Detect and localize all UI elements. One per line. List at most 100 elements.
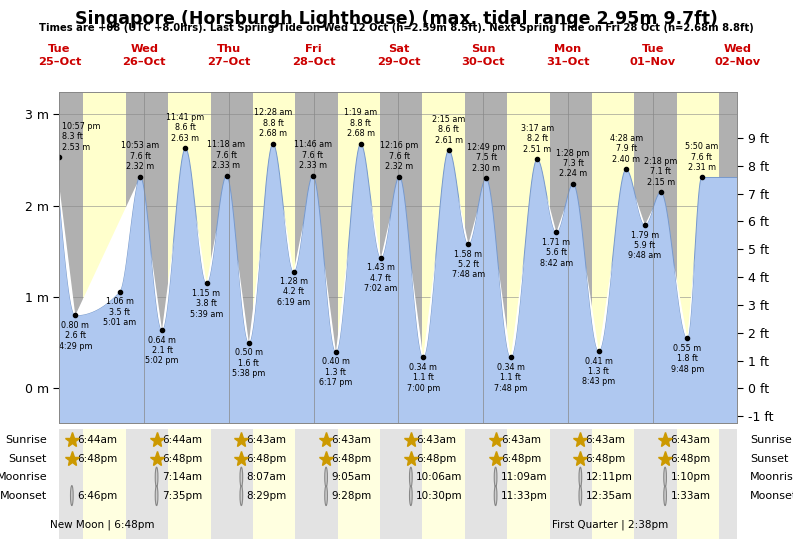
Bar <box>229 92 253 423</box>
Bar <box>719 429 737 539</box>
Bar <box>592 92 634 423</box>
Text: 9:28pm: 9:28pm <box>331 490 372 501</box>
Text: 3:17 am
8.2 ft
2.51 m: 3:17 am 8.2 ft 2.51 m <box>520 124 554 154</box>
Text: Wed: Wed <box>130 44 159 54</box>
Bar <box>314 429 338 539</box>
Text: Sunrise: Sunrise <box>6 436 47 445</box>
Text: 0.41 m
1.3 ft
8:43 pm: 0.41 m 1.3 ft 8:43 pm <box>582 356 615 386</box>
Bar <box>83 92 126 423</box>
Text: 6:43am: 6:43am <box>416 436 456 445</box>
Bar <box>465 429 483 539</box>
Bar <box>483 429 507 539</box>
Text: 6:48pm: 6:48pm <box>77 454 117 464</box>
Text: 1.43 m
4.7 ft
7:02 am: 1.43 m 4.7 ft 7:02 am <box>364 264 397 293</box>
Bar <box>59 429 83 539</box>
Text: 01–Nov: 01–Nov <box>630 57 676 67</box>
Text: 25–Oct: 25–Oct <box>38 57 81 67</box>
Bar <box>398 92 422 423</box>
Bar <box>653 92 676 423</box>
Text: 5:50 am
7.6 ft
2.31 m: 5:50 am 7.6 ft 2.31 m <box>685 142 718 172</box>
Text: 31–Oct: 31–Oct <box>546 57 590 67</box>
Text: 6:44am: 6:44am <box>77 436 117 445</box>
Text: Sunset: Sunset <box>750 454 788 464</box>
Text: 1.71 m
5.6 ft
8:42 am: 1.71 m 5.6 ft 8:42 am <box>540 238 573 268</box>
Bar <box>168 92 211 423</box>
Bar <box>592 429 634 539</box>
Text: 0.64 m
2.1 ft
5:02 pm: 0.64 m 2.1 ft 5:02 pm <box>145 335 178 365</box>
Text: 6:48pm: 6:48pm <box>162 454 202 464</box>
Text: Tue: Tue <box>48 44 71 54</box>
Text: 11:46 am
7.6 ft
2.33 m: 11:46 am 7.6 ft 2.33 m <box>294 140 332 170</box>
Text: Thu: Thu <box>216 44 241 54</box>
Bar <box>422 429 465 539</box>
Text: 1.15 m
3.8 ft
5:39 am: 1.15 m 3.8 ft 5:39 am <box>190 289 224 319</box>
Text: 2:18 pm
7.1 ft
2.15 m: 2:18 pm 7.1 ft 2.15 m <box>644 157 677 186</box>
Bar <box>550 429 568 539</box>
Bar <box>422 92 465 423</box>
Text: 0.55 m
1.8 ft
9:48 pm: 0.55 m 1.8 ft 9:48 pm <box>671 344 704 374</box>
Text: 1.28 m
4.2 ft
6:19 am: 1.28 m 4.2 ft 6:19 am <box>277 277 310 307</box>
Bar <box>211 92 229 423</box>
Text: 6:43am: 6:43am <box>247 436 286 445</box>
Text: Tue: Tue <box>642 44 664 54</box>
Circle shape <box>664 486 666 506</box>
Text: 6:43am: 6:43am <box>670 436 711 445</box>
Bar <box>676 429 719 539</box>
Text: 12:16 pm
7.6 ft
2.32 m: 12:16 pm 7.6 ft 2.32 m <box>380 141 419 171</box>
Text: 6:43am: 6:43am <box>501 436 541 445</box>
Text: 10:06am: 10:06am <box>416 472 462 482</box>
Circle shape <box>409 467 412 487</box>
Bar <box>295 429 314 539</box>
Bar <box>229 429 253 539</box>
Text: 1:19 am
8.8 ft
2.68 m: 1:19 am 8.8 ft 2.68 m <box>344 108 377 138</box>
Text: 6:48pm: 6:48pm <box>670 454 711 464</box>
Bar <box>83 429 126 539</box>
Circle shape <box>240 486 243 506</box>
Text: 26–Oct: 26–Oct <box>122 57 166 67</box>
Bar <box>144 429 168 539</box>
Bar <box>253 429 295 539</box>
Text: First Quarter | 2:38pm: First Quarter | 2:38pm <box>552 519 668 530</box>
Text: 7:35pm: 7:35pm <box>162 490 202 501</box>
Text: 1.79 m
5.9 ft
9:48 am: 1.79 m 5.9 ft 9:48 am <box>628 231 661 260</box>
Circle shape <box>579 467 582 487</box>
Bar <box>211 429 229 539</box>
Text: 6:46pm: 6:46pm <box>77 490 117 501</box>
Text: 1.58 m
5.2 ft
7:48 am: 1.58 m 5.2 ft 7:48 am <box>452 250 485 280</box>
Text: 0.34 m
1.1 ft
7:00 pm: 0.34 m 1.1 ft 7:00 pm <box>407 363 440 393</box>
Text: Mon: Mon <box>554 44 581 54</box>
Text: Wed: Wed <box>723 44 752 54</box>
Text: 0.50 m
1.6 ft
5:38 pm: 0.50 m 1.6 ft 5:38 pm <box>232 348 266 378</box>
Text: 02–Nov: 02–Nov <box>714 57 760 67</box>
Bar <box>295 92 314 423</box>
Bar <box>380 429 398 539</box>
Text: 11:09am: 11:09am <box>501 472 547 482</box>
Bar <box>676 92 719 423</box>
Text: 6:43am: 6:43am <box>331 436 371 445</box>
Bar <box>483 92 507 423</box>
Circle shape <box>155 486 158 506</box>
Text: 30–Oct: 30–Oct <box>462 57 505 67</box>
Text: Moonrise: Moonrise <box>0 472 47 482</box>
Text: Moonset: Moonset <box>750 490 793 501</box>
Text: 12:49 pm
7.5 ft
2.30 m: 12:49 pm 7.5 ft 2.30 m <box>467 143 505 173</box>
Text: 6:48pm: 6:48pm <box>501 454 541 464</box>
Text: 1:33am: 1:33am <box>670 490 711 501</box>
Text: 4:28 am
7.9 ft
2.40 m: 4:28 am 7.9 ft 2.40 m <box>610 134 643 164</box>
Text: New Moon | 6:48pm: New Moon | 6:48pm <box>50 519 154 530</box>
Circle shape <box>579 486 582 506</box>
Bar <box>168 429 211 539</box>
Circle shape <box>409 486 412 506</box>
Text: 12:35am: 12:35am <box>586 490 632 501</box>
Bar <box>507 92 550 423</box>
Text: 12:11pm: 12:11pm <box>586 472 633 482</box>
Text: Times are +08 (UTC +8.0hrs). Last Spring Tide on Wed 12 Oct (h=2.59m 8.5ft). Nex: Times are +08 (UTC +8.0hrs). Last Spring… <box>39 23 754 33</box>
Text: Moonrise: Moonrise <box>750 472 793 482</box>
Text: 12:28 am
8.8 ft
2.68 m: 12:28 am 8.8 ft 2.68 m <box>254 108 292 138</box>
Bar <box>550 92 568 423</box>
Bar <box>380 92 398 423</box>
Text: 6:48pm: 6:48pm <box>247 454 287 464</box>
Bar <box>465 92 483 423</box>
Bar <box>507 429 550 539</box>
Text: 0.80 m
2.6 ft
4:29 pm: 0.80 m 2.6 ft 4:29 pm <box>59 321 92 351</box>
